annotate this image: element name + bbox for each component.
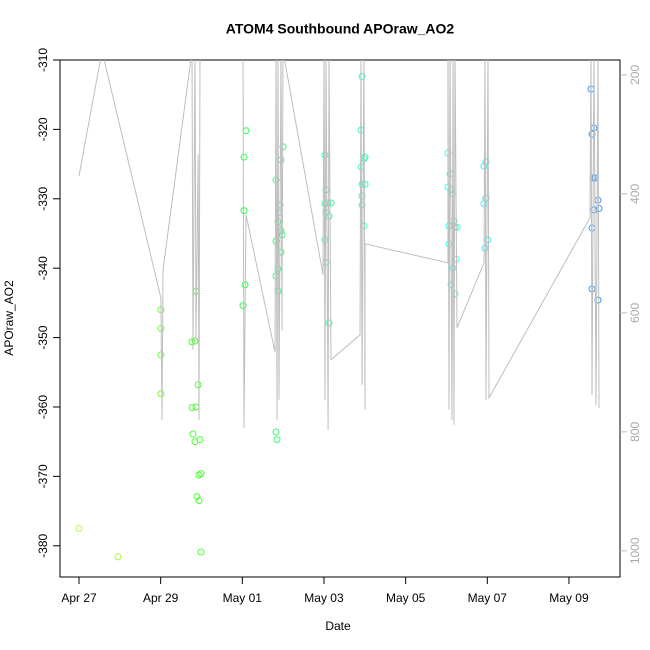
data-point [482,158,490,166]
y-tick-label: -370 [36,464,50,488]
plot-frame [59,59,621,578]
data-point [193,493,201,501]
data-point [358,201,366,209]
data-point [194,381,202,389]
data-point [188,404,196,412]
y-tick-label: -310 [36,48,50,72]
data-point [324,199,332,207]
data-point [358,73,366,81]
data-point [195,471,203,479]
y-tick-label: -330 [36,186,50,210]
y2-tick-label: 800 [628,422,642,442]
data-point [192,403,200,411]
x-tick-label: May 09 [549,591,589,605]
data-point [321,151,329,159]
y-axis-title: APOraw_AO2 [2,280,16,356]
data-point [358,192,366,200]
y2-tick-label: 600 [628,303,642,323]
x-tick-label: May 01 [223,591,263,605]
data-point [188,338,196,346]
data-point [325,319,333,327]
data-point [191,337,199,345]
data-point [114,553,122,561]
y-tick-label: -320 [36,117,50,141]
data-point [361,180,369,188]
data-point [358,180,366,188]
data-point [273,436,281,444]
data-point [75,524,83,532]
x-tick-label: Apr 29 [143,591,179,605]
data-point [484,236,492,244]
y-tick-label: -340 [36,256,50,280]
y2-tick-label: 1000 [628,537,642,564]
data-point [361,153,369,161]
x-tick-label: May 03 [304,591,344,605]
data-point [196,436,204,444]
chart-title: ATOM4 Southbound APOraw_AO2 [226,21,455,37]
x-tick-label: May 07 [468,591,508,605]
x-tick-label: Apr 27 [61,591,97,605]
y-tick-label: -380 [36,533,50,557]
y2-tick-label: 400 [628,184,642,204]
data-point [595,205,603,213]
y-tick-label: -360 [36,395,50,419]
data-point [453,223,461,231]
data-point [242,127,250,135]
data-point [189,430,197,438]
data-point [239,302,247,310]
data-point [277,248,285,256]
data-point [195,497,203,505]
data-point [481,244,489,252]
data-point [157,390,165,398]
data-point [327,199,335,207]
plot-area [75,60,603,561]
data-point [197,470,205,478]
y-tick-label: -350 [36,325,50,349]
data-point [588,130,596,138]
data-point [272,428,280,436]
y2-tick-label: 200 [628,65,642,85]
data-point [240,153,248,161]
data-point [197,548,205,556]
x-tick-label: May 05 [386,591,426,605]
data-point [449,264,457,272]
data-point [240,207,248,215]
data-line [78,60,600,431]
data-point [272,272,280,280]
x-axis-title: Date [325,619,351,633]
